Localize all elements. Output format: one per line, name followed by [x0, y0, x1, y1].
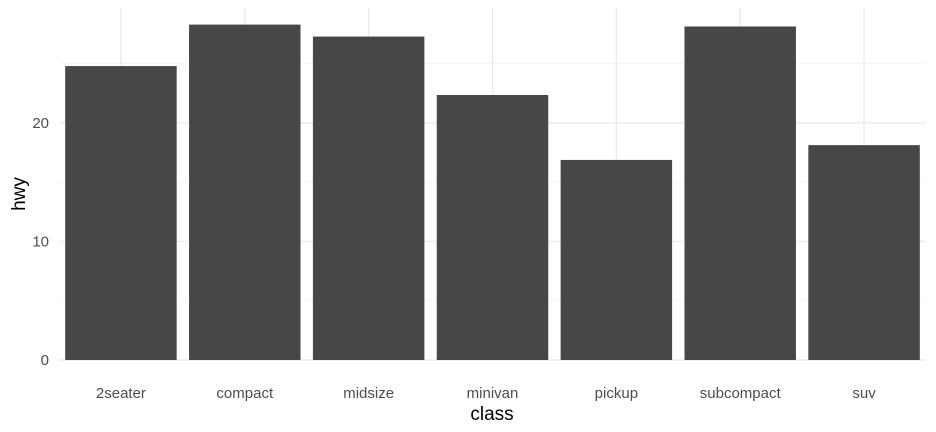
- x-tick-label: suv: [852, 385, 876, 402]
- bar-pickup: [560, 159, 673, 360]
- x-axis-title: class: [470, 404, 513, 425]
- y-tick-label: 0: [41, 352, 49, 369]
- bar-compact: [189, 24, 301, 361]
- y-axis-ticks: 0 10 20: [32, 115, 49, 369]
- bars: [65, 24, 920, 361]
- bar-subcompact: [684, 26, 796, 360]
- x-axis-ticks: 2seater compact midsize minivan pickup subcom…: [96, 385, 876, 402]
- bar-midsize: [312, 36, 425, 361]
- x-tick-label: pickup: [595, 385, 638, 402]
- y-axis-title: hwy: [9, 177, 30, 211]
- y-tick-label: 10: [32, 233, 49, 250]
- bar-2seater: [65, 66, 177, 361]
- x-tick-label: compact: [216, 385, 274, 402]
- y-tick-label: 20: [32, 115, 49, 132]
- bar-suv: [808, 145, 920, 360]
- x-tick-label: midsize: [343, 385, 394, 402]
- x-tick-label: minivan: [467, 385, 519, 402]
- bar-minivan: [436, 94, 549, 361]
- x-tick-label: subcompact: [700, 385, 782, 402]
- x-tick-label: 2seater: [96, 385, 146, 402]
